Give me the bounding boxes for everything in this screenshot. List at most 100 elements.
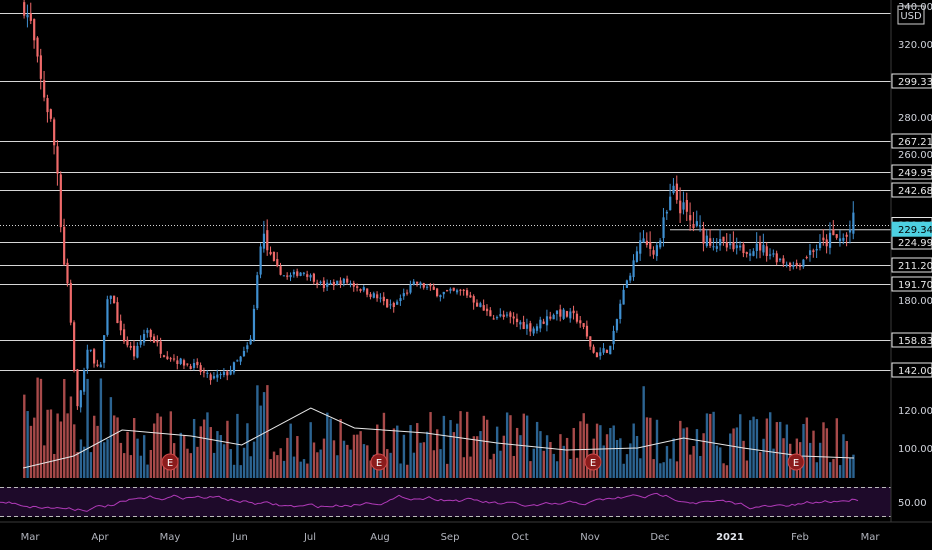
- candle: [502, 310, 505, 320]
- volume-bar: [745, 460, 749, 478]
- svg-text:E: E: [167, 458, 173, 469]
- volume-bar: [106, 439, 109, 478]
- candle: [312, 272, 316, 285]
- volume-bar: [589, 465, 592, 478]
- volume-bar: [808, 442, 812, 478]
- candle: [79, 389, 82, 413]
- currency-badge[interactable]: [897, 5, 925, 25]
- volume-bar: [299, 461, 302, 478]
- candle: [113, 295, 116, 304]
- volume-bar: [532, 448, 535, 478]
- price-tick-label: 180.00: [898, 296, 932, 307]
- candle: [749, 249, 752, 262]
- volume-bar: [838, 465, 842, 478]
- volume-bar: [792, 465, 795, 478]
- candle: [775, 250, 778, 266]
- earnings-marker[interactable]: E: [370, 453, 388, 471]
- candle: [489, 307, 492, 317]
- x-tick-label: Sep: [441, 532, 460, 543]
- candle: [39, 48, 42, 90]
- volume-bar: [359, 431, 362, 478]
- volume-bar: [79, 439, 83, 478]
- candle: [585, 320, 589, 340]
- level-label: 249.95: [898, 168, 932, 179]
- volume-bar: [426, 431, 429, 478]
- time-axis[interactable]: Mar Apr May Jun Jul Aug Sep Oct Nov Dec 2021 Feb Mar: [0, 521, 932, 543]
- volume-bar: [702, 433, 705, 478]
- candle: [515, 313, 519, 328]
- candle: [602, 343, 605, 355]
- candle: [729, 233, 732, 250]
- earnings-marker[interactable]: E: [787, 453, 805, 471]
- level-label: 299.33: [898, 77, 932, 88]
- volume-bar: [53, 453, 56, 478]
- candle: [49, 108, 52, 122]
- candle: [402, 288, 405, 300]
- candle: [662, 207, 665, 247]
- volume-bar: [406, 464, 409, 478]
- earnings-marker[interactable]: E: [161, 453, 179, 471]
- candle: [209, 372, 212, 385]
- volume-bar: [396, 425, 399, 478]
- candle: [289, 272, 292, 282]
- candle: [499, 308, 502, 318]
- candle: [722, 236, 725, 246]
- price-axis[interactable]: USD 340.00 320.00 280.00 260.00 180.00 120.00…: [890, 0, 932, 522]
- candle: [642, 230, 645, 243]
- volume-bar: [559, 434, 562, 478]
- candle: [186, 363, 189, 367]
- volume-bar: [136, 438, 139, 478]
- volume-bar: [442, 415, 446, 478]
- volume-bar: [848, 458, 852, 478]
- candle: [462, 288, 465, 296]
- volume-bar: [525, 415, 529, 478]
- volume-bar: [822, 422, 825, 478]
- candle: [299, 272, 302, 277]
- candle: [392, 301, 395, 313]
- candle: [725, 233, 728, 252]
- rsi-pane: [0, 487, 891, 517]
- candle: [679, 187, 682, 223]
- candle: [535, 323, 539, 334]
- last-price-label: 229.34: [898, 225, 932, 236]
- volume-average-layer: [22, 407, 854, 469]
- candle: [452, 287, 455, 292]
- volume-bar: [409, 425, 412, 478]
- candle: [805, 255, 808, 260]
- candle: [699, 215, 702, 232]
- candle: [169, 356, 172, 362]
- volume-bar: [835, 418, 839, 478]
- candle: [615, 318, 619, 333]
- svg-text:E: E: [590, 458, 596, 469]
- volume-bar: [722, 463, 725, 478]
- candle: [116, 297, 119, 324]
- volume-bar: [119, 442, 123, 478]
- candle: [785, 261, 788, 268]
- volume-bar: [109, 397, 113, 478]
- volume-bar: [785, 424, 789, 478]
- volume-bar: [216, 431, 219, 478]
- candle: [389, 299, 392, 310]
- volume-bar: [249, 456, 252, 478]
- x-tick-label: Aug: [370, 532, 390, 543]
- candle: [296, 268, 299, 278]
- volume-bar: [446, 463, 449, 478]
- volume-bar: [412, 452, 416, 478]
- volume-bar: [699, 455, 702, 478]
- candle: [252, 304, 256, 342]
- candle: [106, 295, 109, 337]
- volume-bar: [669, 458, 672, 478]
- volume-bar: [236, 413, 239, 478]
- candle: [206, 370, 209, 378]
- volume-bar: [635, 435, 639, 478]
- volume-bar: [755, 419, 759, 478]
- volume-bar: [449, 420, 452, 478]
- volume-bar: [735, 427, 739, 478]
- volume-bar: [399, 463, 402, 478]
- candle: [459, 288, 462, 296]
- volume-bar: [689, 454, 692, 478]
- candle: [349, 280, 352, 288]
- earnings-marker[interactable]: E: [584, 453, 602, 471]
- candle: [86, 344, 89, 374]
